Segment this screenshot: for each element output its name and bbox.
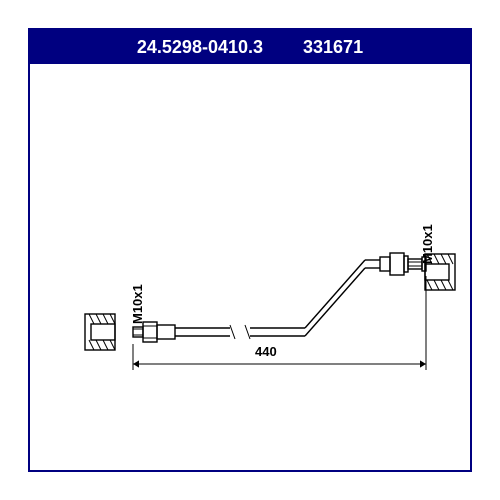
ref-number: 331671 xyxy=(303,37,363,58)
technical-drawing xyxy=(30,64,470,470)
thread-label-right: M10x1 xyxy=(420,224,435,264)
drawing-canvas: M10x1 M10x1 440 xyxy=(30,64,470,470)
part-number: 24.5298-0410.3 xyxy=(137,37,263,58)
header-bar: 24.5298-0410.3 331671 xyxy=(30,30,470,64)
length-dimension-label: 440 xyxy=(255,344,277,359)
thread-label-left: M10x1 xyxy=(130,284,145,324)
